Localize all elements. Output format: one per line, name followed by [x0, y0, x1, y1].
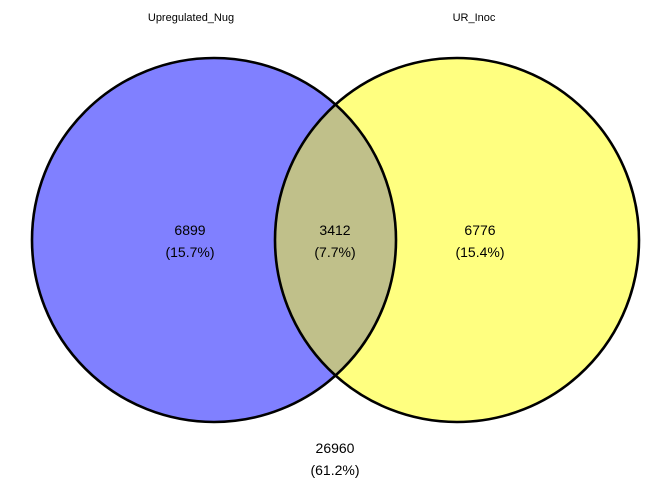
count-only-upregulated-nug: 6899: [174, 222, 205, 238]
intersection-region: [275, 58, 396, 422]
percent-intersection: (7.7%): [314, 244, 355, 260]
count-only-ur-inoc: 6776: [464, 222, 495, 238]
percent-only-upregulated-nug: (15.7%): [165, 244, 214, 260]
set-label-upregulated-nug: Upregulated_Nug: [148, 12, 234, 24]
percent-only-ur-inoc: (15.4%): [455, 244, 504, 260]
percent-outside-sets: (61.2%): [310, 462, 359, 478]
circle-outline-upregulated-nug: [30, 56, 398, 424]
count-intersection: 3412: [319, 222, 350, 238]
circle-outline-ur-inoc: [273, 56, 641, 424]
set-label-ur-inoc: UR_Inoc: [453, 12, 496, 24]
count-outside-sets: 26960: [316, 440, 355, 456]
